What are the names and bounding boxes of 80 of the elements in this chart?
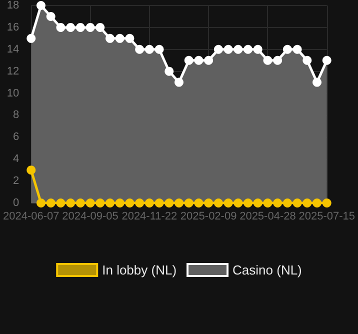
y-tick-label: 2 [13, 175, 20, 188]
y-tick-label: 14 [6, 43, 20, 56]
point [86, 22, 95, 32]
point [312, 78, 322, 87]
point [322, 198, 332, 208]
point [302, 198, 312, 208]
point [234, 44, 243, 54]
point [184, 56, 194, 65]
point [244, 44, 253, 54]
point [253, 198, 262, 208]
y-tick-label: 0 [13, 197, 20, 209]
point [214, 198, 223, 208]
point [224, 44, 233, 54]
point [273, 198, 282, 208]
x-tick-label: 2024-06-07 [2, 210, 60, 222]
point [253, 44, 262, 54]
point [76, 22, 85, 32]
point [204, 198, 214, 208]
point [292, 44, 302, 54]
point [106, 34, 114, 43]
point [263, 198, 272, 208]
point [312, 198, 322, 208]
point [106, 198, 114, 208]
point [244, 198, 253, 208]
point [125, 198, 134, 208]
point [282, 198, 292, 208]
point [36, 1, 46, 10]
y-tick-label: 18 [6, 0, 20, 12]
point [135, 44, 144, 54]
point [292, 198, 302, 208]
point [144, 198, 154, 208]
point [66, 22, 76, 32]
point [263, 56, 272, 65]
point [174, 198, 184, 208]
legend-label: In lobby (NL) [102, 262, 177, 278]
y-tick-label: 16 [6, 21, 20, 34]
point [26, 166, 36, 175]
point [164, 66, 174, 76]
point [46, 12, 56, 21]
x-tick-label: 2024-09-05 [62, 210, 118, 222]
point [174, 78, 184, 87]
point [144, 44, 154, 54]
point [96, 198, 105, 208]
legend-label: Casino (NL) [232, 262, 302, 278]
x-tick-label: 2025-02-09 [180, 210, 237, 222]
point [154, 44, 164, 54]
point [194, 198, 204, 208]
point [224, 198, 233, 208]
point [302, 56, 312, 65]
point [36, 198, 46, 208]
y-tick-label: 4 [13, 153, 20, 166]
point [115, 198, 124, 208]
point [164, 198, 174, 208]
point [154, 198, 164, 208]
point [76, 198, 85, 208]
x-tick-label: 2025-04-28 [240, 210, 296, 222]
point [46, 198, 56, 208]
point [273, 56, 282, 65]
point [86, 198, 95, 208]
point [282, 44, 292, 54]
point [66, 198, 76, 208]
point [214, 44, 223, 54]
point [234, 198, 243, 208]
point [56, 22, 66, 32]
x-tick-label: 2025-07-15 [298, 210, 356, 222]
point [322, 56, 332, 65]
point [184, 198, 194, 208]
point [125, 34, 134, 43]
y-tick-label: 8 [13, 109, 20, 122]
point [194, 56, 204, 65]
point [96, 22, 105, 32]
y-tick-label: 6 [13, 131, 20, 144]
point [204, 56, 214, 65]
x-tick-label: 2024-11-22 [122, 210, 178, 222]
point [56, 198, 66, 208]
y-tick-label: 12 [6, 65, 20, 78]
y-tick-label: 10 [6, 87, 20, 100]
point [135, 198, 144, 208]
point [26, 34, 36, 43]
point [115, 34, 124, 43]
